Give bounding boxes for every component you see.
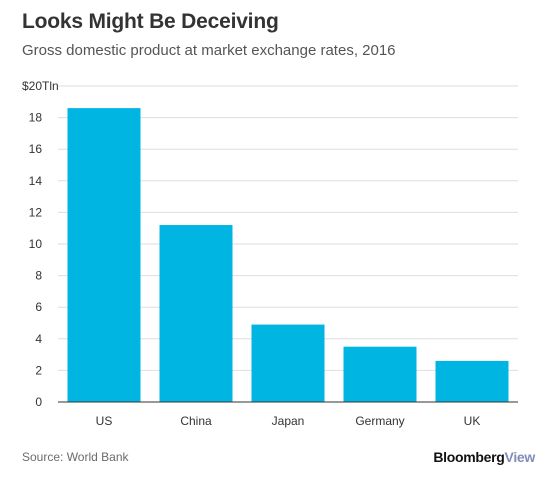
x-tick-labels: US China Japan Germany UK	[96, 414, 481, 428]
brand-part1: Bloomberg	[433, 449, 505, 465]
bar-japan	[251, 324, 325, 402]
bars	[67, 108, 509, 403]
y-tick-label: 16	[29, 142, 43, 156]
y-tick-label: 2	[35, 363, 42, 377]
chart-title: Looks Might Be Deceiving	[22, 10, 279, 33]
bar-germany	[343, 346, 417, 402]
y-tick-labels: $20Tln 0 2 4 6 8 10 12 14 16 18	[22, 79, 59, 409]
y-axis-top-label: $20Tln	[22, 79, 59, 93]
bar-uk	[435, 360, 509, 402]
y-tick-label: 6	[35, 300, 42, 314]
bar-china	[159, 225, 233, 402]
y-tick-label: 10	[29, 237, 43, 251]
y-tick-label: 18	[29, 111, 43, 125]
chart-subtitle: Gross domestic product at market exchang…	[22, 42, 396, 59]
x-tick-label: Germany	[355, 414, 404, 428]
brand-part2: View	[504, 449, 536, 465]
y-tick-label: 14	[29, 174, 43, 188]
bar-us	[67, 108, 141, 403]
x-tick-label: China	[180, 414, 212, 428]
bar-chart: $20Tln 0 2 4 6 8 10 12 14 16 18 US China Japan German…	[22, 79, 518, 428]
y-tick-label: 4	[35, 332, 42, 346]
x-tick-label: US	[96, 414, 113, 428]
x-tick-label: Japan	[272, 414, 305, 428]
y-tick-label: 0	[35, 395, 42, 409]
y-tick-label: 8	[35, 269, 42, 283]
source-note: Source: World Bank	[22, 450, 129, 464]
bloomberg-view-logo: BloombergView	[433, 449, 535, 465]
y-tick-label: 12	[29, 205, 43, 219]
x-tick-label: UK	[464, 414, 481, 428]
